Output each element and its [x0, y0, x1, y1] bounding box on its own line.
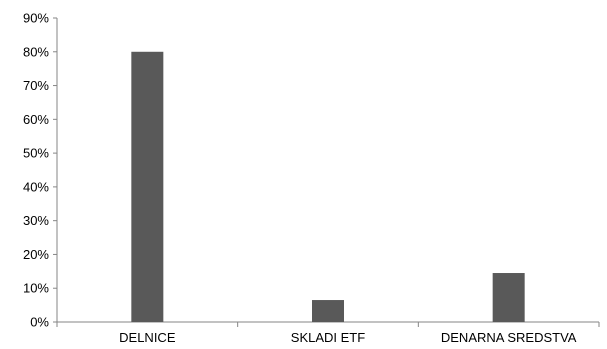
x-category-label: DENARNA SREDSTVA: [441, 330, 577, 345]
x-axis: [56, 321, 600, 327]
y-tick-label: 0%: [30, 315, 49, 330]
bar-series: [131, 51, 525, 323]
bar-skladi-etf: [312, 300, 344, 322]
x-category-label: DELNICE: [119, 330, 176, 345]
x-category-label: SKLADI ETF: [291, 330, 365, 345]
bar-delnice: [131, 51, 164, 323]
y-tick-label: 20%: [23, 247, 49, 262]
y-tick-label: 80%: [23, 44, 49, 59]
y-tick-label: 10%: [23, 281, 49, 296]
y-tick-label: 70%: [23, 78, 49, 93]
y-axis: 0% 10% 20% 30% 40% 50% 60% 70% 80% 90%: [23, 11, 58, 330]
y-tick-label: 40%: [23, 179, 49, 194]
y-tick-label: 90%: [23, 11, 49, 26]
y-tick-label: 50%: [23, 146, 49, 161]
y-tick-label: 30%: [23, 213, 49, 228]
bar-denarna-sredstva: [492, 273, 525, 322]
y-tick-label: 60%: [23, 112, 49, 127]
category-labels: DELNICE SKLADI ETF DENARNA SREDSTVA: [119, 330, 577, 345]
